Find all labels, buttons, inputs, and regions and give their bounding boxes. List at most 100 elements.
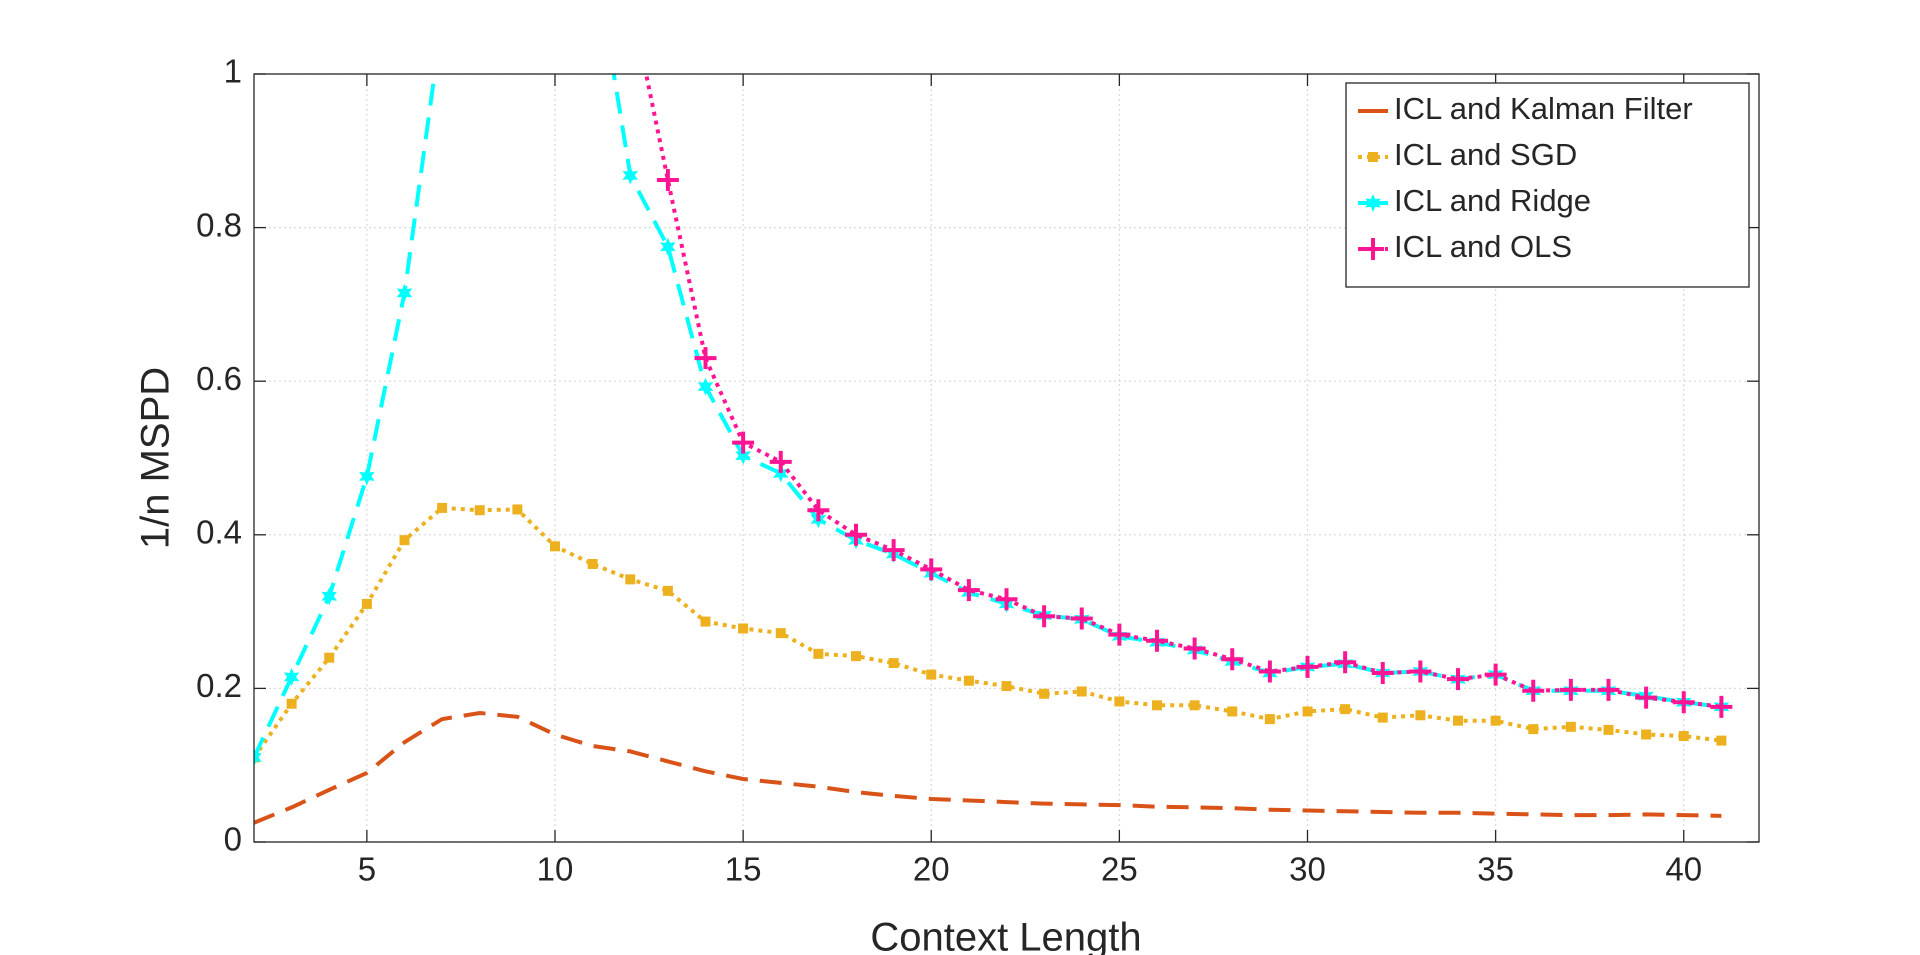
x-tick-label: 25 [1101,851,1138,888]
marker [813,648,824,659]
marker [1302,706,1313,717]
marker [807,499,830,522]
series-line [254,710,1722,825]
y-tick-label: 0.8 [196,206,242,243]
marker [926,669,937,680]
series-line [254,505,1722,759]
legend-box [1345,82,1750,288]
marker [396,283,413,302]
marker [1114,696,1125,707]
marker [587,558,598,569]
marker [882,539,905,562]
marker [1227,706,1238,717]
marker [694,347,717,370]
marker [1603,724,1614,735]
y-tick-label: 1 [224,53,242,90]
marker [512,504,523,515]
marker [1039,688,1050,699]
marker [1447,668,1469,691]
marker [1264,714,1275,725]
marker [1033,605,1056,628]
marker [845,523,867,546]
marker [1641,729,1652,740]
marker [1678,731,1689,742]
marker [963,675,974,686]
marker [957,579,980,602]
marker [697,377,714,396]
marker [1296,655,1319,678]
marker [1189,700,1200,711]
y-axis-label: 1/n MSPD [134,367,178,549]
marker [619,0,641,8]
marker [1415,710,1426,721]
marker [1716,735,1727,746]
x-tick-label: 10 [537,851,574,888]
marker [1490,715,1501,726]
marker [1597,678,1620,701]
marker [656,168,679,191]
marker [1001,681,1012,692]
x-tick-label: 30 [1289,851,1326,888]
marker [1152,700,1162,711]
marker [1710,695,1733,718]
marker [769,450,792,473]
marker [254,748,262,767]
marker [1377,712,1388,723]
marker [1146,629,1168,652]
marker [920,558,943,581]
marker [625,574,636,585]
marker [1334,651,1357,674]
marker [995,588,1018,611]
marker [1484,663,1507,686]
marker [1221,648,1244,671]
x-tick-label: 15 [725,851,762,888]
marker [1565,721,1576,732]
marker [1070,607,1093,630]
x-axis-label: Context Length [870,916,1141,955]
marker [851,651,861,662]
marker [361,598,372,609]
y-tick-label: 0.2 [196,667,242,704]
marker [1183,637,1206,660]
marker [1528,724,1539,735]
x-tick-label: 35 [1477,851,1514,888]
marker [1559,678,1582,701]
marker [1635,686,1658,709]
legend-label: ICL and Ridge [1394,183,1591,218]
legend-marker [1368,152,1378,162]
legend-marker [1365,194,1381,212]
marker [474,505,485,516]
marker [622,166,638,185]
x-tick-label: 5 [358,851,376,888]
marker [1409,660,1432,683]
x-tick-label: 20 [913,851,950,888]
x-tick-label: 40 [1665,851,1702,888]
y-tick-label: 0 [224,821,242,858]
marker [773,464,789,483]
marker [1258,660,1281,683]
marker [286,698,297,709]
marker [1453,715,1463,726]
marker [1371,662,1394,685]
y-tick-label: 0.4 [196,514,242,551]
marker [775,628,786,639]
marker [735,446,751,465]
legend-label: ICL and Kalman Filter [1394,91,1693,126]
legend-marker [1362,238,1384,260]
marker [324,652,335,663]
legend-label: ICL and SGD [1394,137,1577,172]
axes-box [253,73,1760,843]
marker [399,535,410,546]
marker [662,585,673,596]
marker [700,616,711,627]
marker [888,658,899,669]
marker [1076,686,1087,697]
marker [434,11,450,29]
legend-label: ICL and OLS [1394,229,1572,264]
marker [359,467,375,486]
marker [1672,691,1695,714]
marker [1108,623,1131,646]
marker [1340,704,1351,715]
marker [437,502,448,513]
marker [321,587,337,606]
